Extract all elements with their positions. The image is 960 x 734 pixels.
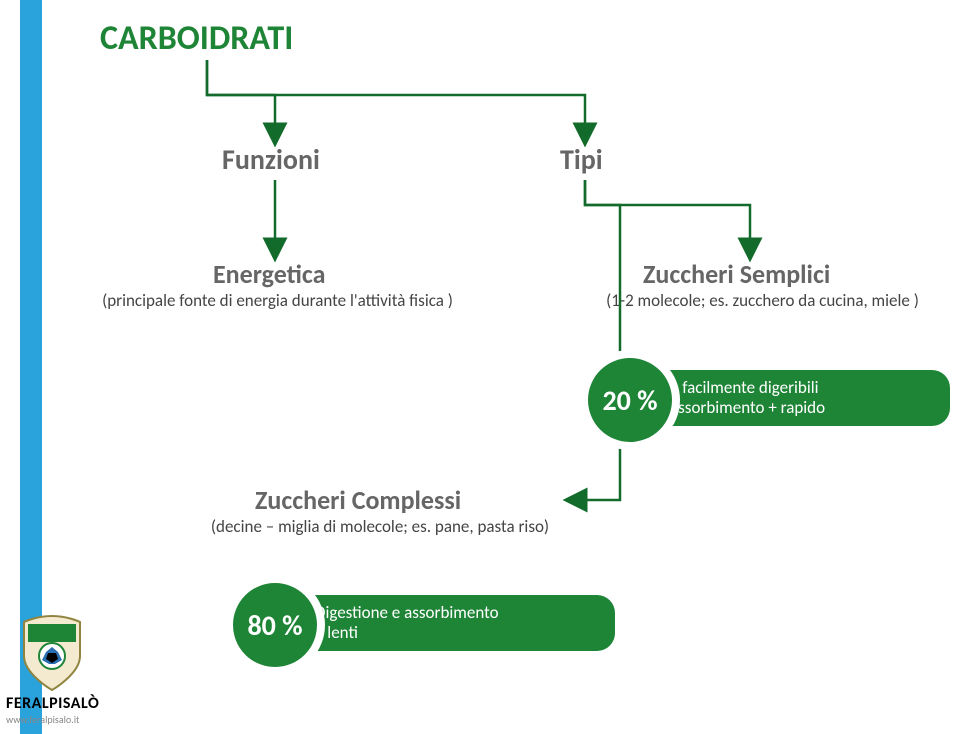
- badge-80-percent: 80 %: [247, 608, 302, 643]
- badge-20-line1: + facilmente digeribili: [670, 378, 950, 398]
- badge-20-percent: 20 %: [602, 383, 657, 418]
- footer-url: www.feralpisalo.it: [6, 713, 79, 726]
- footer-logo-area: FERALPISALÒ www.feralpisalo.it: [6, 614, 99, 726]
- badge-80-pill: Digestione e assorbimento + lenti: [295, 595, 615, 651]
- badge-80-circle: 80 %: [225, 575, 325, 675]
- badge-80: Digestione e assorbimento + lenti 80 %: [225, 575, 625, 675]
- badge-20: + facilmente digeribili assorbimento + r…: [580, 350, 950, 450]
- badge-20-circle: 20 %: [580, 350, 680, 450]
- node-energetica-head: Energetica: [213, 258, 325, 290]
- club-crest-icon: [16, 614, 88, 692]
- node-tipi: Tipi: [560, 142, 603, 177]
- footer-brand: FERALPISALÒ: [6, 694, 99, 713]
- node-complessi-head: Zuccheri Complessi: [255, 484, 461, 516]
- node-complessi-sub: (decine – miglia di molecole; es. pane, …: [180, 516, 580, 538]
- node-energetica-sub: (principale fonte di energia durante l'a…: [100, 290, 455, 312]
- badge-80-line2: + lenti: [315, 623, 615, 643]
- badge-20-line2: assorbimento + rapido: [670, 398, 950, 418]
- node-semplici-head: Zuccheri Semplici: [643, 258, 830, 290]
- badge-20-pill: + facilmente digeribili assorbimento + r…: [650, 370, 950, 426]
- node-semplici-sub: (1-2 molecole; es. zucchero da cucina, m…: [565, 290, 960, 312]
- node-funzioni: Funzioni: [222, 142, 320, 177]
- badge-80-line1: Digestione e assorbimento: [315, 603, 615, 623]
